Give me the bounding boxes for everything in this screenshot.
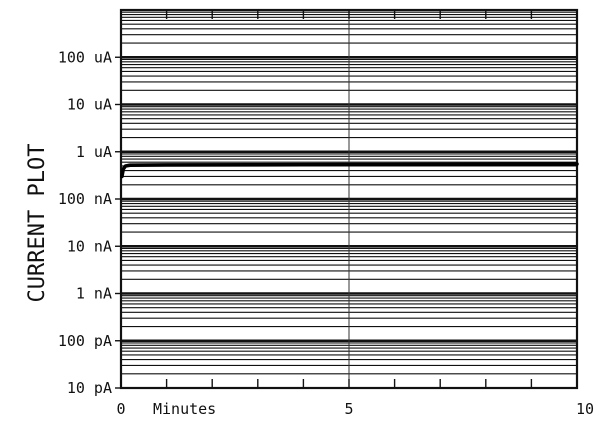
y-axis-label: CURRENT PLOT <box>25 144 50 303</box>
y-tick-label: 100 pA <box>58 332 112 350</box>
x-axis-label: Minutes <box>153 400 216 418</box>
y-tick-label: 10 nA <box>67 237 112 255</box>
series-layer <box>120 162 579 179</box>
y-tick-label: 100 nA <box>58 190 112 208</box>
y-tick-label: 1 uA <box>76 143 112 161</box>
grid-layer <box>121 10 577 388</box>
labels-layer: 10 pA 100 pA 1 nA 10 nA 100 nA 1 uA 10 uA 100 u… <box>58 48 594 418</box>
ticks-layer <box>115 10 578 389</box>
x-tick-label: 10 <box>576 400 594 418</box>
x-tick-label: 5 <box>344 400 353 418</box>
y-tick-label: 10 uA <box>67 96 112 114</box>
current-series-line <box>120 162 579 179</box>
x-tick-label: 0 <box>116 400 125 418</box>
y-tick-label: 1 nA <box>76 285 112 303</box>
y-tick-label: 10 pA <box>67 379 112 397</box>
y-tick-label: 100 uA <box>58 48 112 66</box>
